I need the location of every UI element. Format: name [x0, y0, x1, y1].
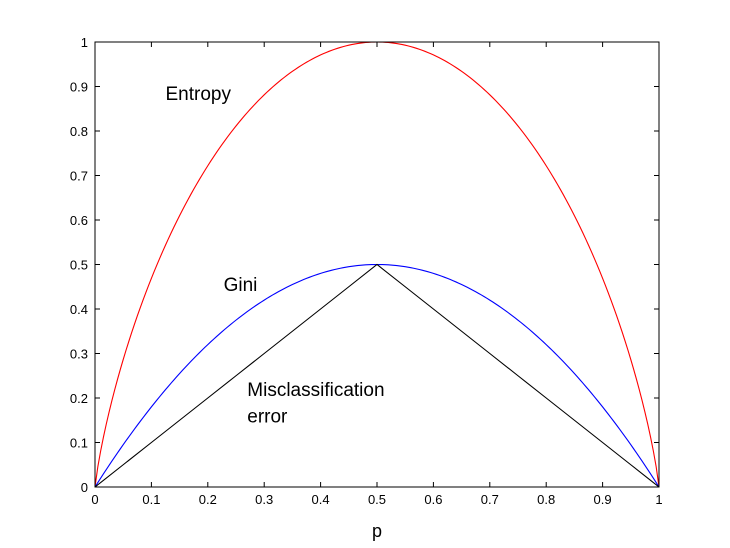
tick-labels: 0 0.1 0.2 0.3 0.4 0.5 0.6 0.7 0.8 0.9 1 0 0.1 0.2 0.3 0… [70, 35, 663, 507]
curve-annotation: Entropy [166, 84, 232, 105]
ticks-layer [94, 41, 660, 488]
series-layer [94, 41, 660, 488]
y-tick-label: 0.4 [70, 302, 88, 317]
y-tick-label: 0.9 [70, 80, 88, 95]
y-tick-label: 0.7 [70, 169, 88, 184]
x-tick-label: 0.2 [199, 492, 217, 507]
x-tick-label: 0.3 [255, 492, 273, 507]
misclassification-curve [94, 263, 660, 488]
x-tick-label: 0.4 [312, 492, 330, 507]
y-tick-label: 1 [81, 35, 88, 50]
x-tick-label: 0 [91, 492, 98, 507]
curve-annotation: error [247, 406, 288, 427]
annotations: Entropy Gini Misclassification error [166, 84, 385, 428]
y-tick-label: 0.6 [70, 213, 88, 228]
gini-curve [94, 263, 660, 488]
y-tick-label: 0.1 [70, 436, 88, 451]
x-tick-label: 0.6 [424, 492, 442, 507]
curve-annotation: Gini [224, 275, 258, 296]
x-tick-label: 0.1 [142, 492, 160, 507]
x-tick-label: 0.7 [481, 492, 499, 507]
x-tick-label: 0.9 [594, 492, 612, 507]
y-tick-label: 0.3 [70, 347, 88, 362]
x-axis-label: p [372, 521, 382, 541]
x-tick-label: 1 [655, 492, 662, 507]
y-tick-label: 0.2 [70, 391, 88, 406]
y-tick-label: 0.5 [70, 258, 88, 273]
x-tick-label: 0.8 [537, 492, 555, 507]
curve-annotation: Misclassification [247, 380, 384, 401]
y-tick-label: 0 [81, 480, 88, 495]
x-tick-label: 0.5 [368, 492, 386, 507]
y-tick-label: 0.8 [70, 124, 88, 139]
